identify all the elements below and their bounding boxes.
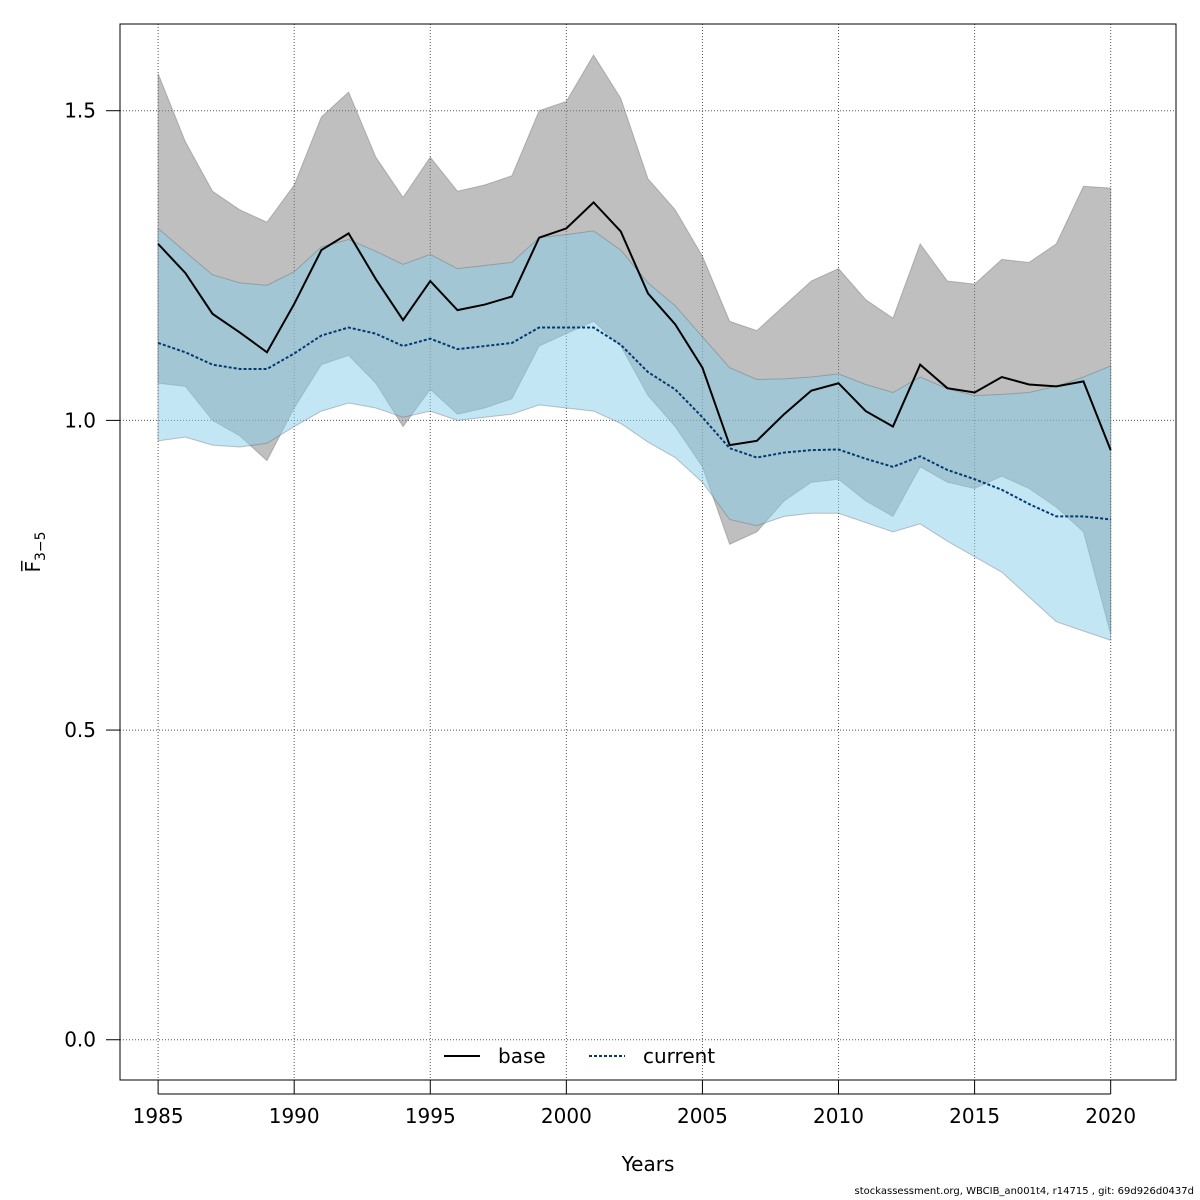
x-tick-label: 2005 (677, 1104, 728, 1128)
x-tick-label: 1990 (269, 1104, 320, 1128)
confidence-bands (157, 54, 1112, 641)
footer-note: stockassessment.org, WBCIB_an001t4, r147… (854, 1186, 1195, 1197)
y-axis-title-subscript: 3−5 (33, 531, 49, 561)
legend: base current (444, 1044, 715, 1068)
plot-frame (119, 23, 1177, 1081)
x-tick-label: 2010 (813, 1104, 864, 1128)
x-tick-label: 2015 (949, 1104, 1000, 1128)
x-tick-label: 2000 (541, 1104, 592, 1128)
y-tick-label: 0.5 (64, 718, 96, 742)
legend-base-label: base (498, 1044, 546, 1068)
x-axis-title: Years (621, 1152, 675, 1176)
legend-current-label: current (643, 1044, 715, 1068)
line-current (157, 326, 1111, 521)
series-lines (157, 200, 1112, 521)
y-tick-label: 1.0 (64, 408, 96, 432)
y-axis-title: F̅3−5 (20, 531, 49, 572)
band-current (157, 227, 1112, 641)
x-tick-label: 1985 (133, 1104, 184, 1128)
x-tick-label: 1995 (405, 1104, 456, 1128)
x-tick-label: 2020 (1085, 1104, 1136, 1128)
axes: 1985 1990 1995 2000 2005 2010 2015 2020 0.0 0.5 1.… (64, 99, 1136, 1128)
y-axis-title-main: F̅ (20, 560, 45, 573)
line-base (157, 200, 1112, 451)
y-tick-label: 0.0 (64, 1028, 96, 1052)
y-tick-label: 1.5 (64, 99, 96, 123)
